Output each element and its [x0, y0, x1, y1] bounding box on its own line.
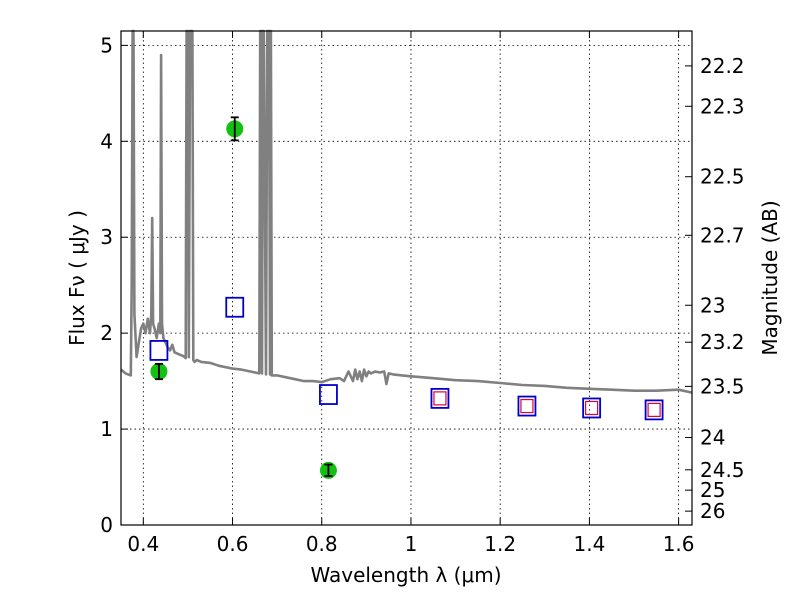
x-tick-label: 1.2 [484, 532, 516, 556]
model-photometry-marker [644, 399, 664, 421]
comparison-marker [433, 391, 447, 406]
mag-tick-label: 22.3 [700, 94, 745, 118]
comparison-marker [585, 400, 599, 416]
y-tick-label: 2 [100, 321, 113, 345]
x-tick-label: 1.6 [663, 532, 695, 556]
plot-frame [120, 30, 693, 526]
mag-tick-label: 22.2 [700, 54, 745, 78]
grid [121, 31, 692, 526]
comparison-marker [647, 402, 661, 417]
model-spectrum-layer [120, 29, 693, 394]
y-tick-label: 3 [100, 225, 113, 249]
x-axis-label: Wavelength λ (μm) [310, 563, 501, 587]
ticks-layer: 0.4 0.6 0.8 1 1.2 1.4 1.601234522.222.322.522.… [100, 31, 745, 556]
model-spectrum-line [120, 29, 693, 394]
model-photometry-marker [582, 397, 602, 419]
mag-tick-label: 23.2 [700, 330, 745, 354]
x-tick-label: 1 [405, 532, 418, 556]
y-tick-label: 1 [100, 417, 113, 441]
y-axis-label: Flux Fν ( μJy ) [65, 210, 89, 346]
photometry-layer [149, 116, 664, 479]
y-tick-label: 5 [100, 33, 113, 57]
x-tick-label: 1.4 [573, 532, 605, 556]
x-tick-label: 0.6 [217, 532, 249, 556]
y-axis-right-label: Magnitude (AB) [758, 200, 782, 355]
mag-tick-label: 23.5 [700, 374, 745, 398]
x-tick-label: 0.8 [306, 532, 338, 556]
model-photometry-marker [319, 384, 338, 405]
x-tick-label: 0.4 [127, 532, 159, 556]
mag-tick-label: 25 [700, 478, 725, 502]
y-tick-label: 4 [100, 129, 113, 153]
y-tick-label: 0 [100, 513, 113, 537]
mag-tick-label: 24 [700, 426, 725, 450]
model-photometry-marker [225, 296, 245, 318]
mag-tick-label: 22.7 [700, 223, 745, 247]
mag-tick-label: 23 [700, 293, 725, 317]
mag-tick-label: 26 [700, 499, 725, 523]
model-photometry-marker [149, 340, 169, 361]
model-photometry-marker [517, 395, 537, 417]
model-photometry-marker [430, 387, 450, 409]
mag-tick-label: 24.5 [700, 458, 745, 482]
mag-tick-label: 22.5 [700, 165, 745, 189]
comparison-marker [520, 398, 534, 414]
